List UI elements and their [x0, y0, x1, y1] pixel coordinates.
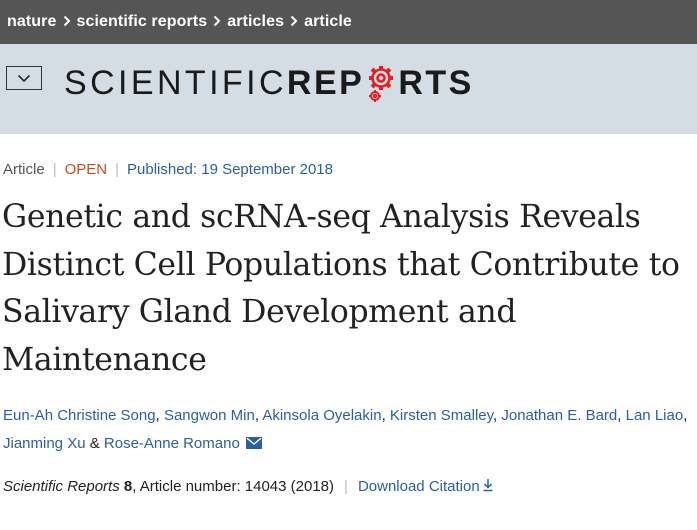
breadcrumb-item-nature[interactable]: nature [7, 13, 57, 30]
chevron-right-icon [213, 13, 221, 31]
logo-text-bold: REP [286, 63, 365, 102]
download-citation-label: Download Citation [357, 478, 480, 495]
author-separator: , [381, 407, 390, 424]
divider: | [52, 161, 57, 178]
citation-line: Scientific Reports 8, Article number: 14… [3, 478, 494, 496]
author-separator: , [254, 407, 263, 424]
author-link[interactable]: Kirsten Smalley [389, 407, 494, 424]
menu-toggle-button[interactable] [6, 66, 42, 90]
published-date: Published: 19 September 2018 [127, 161, 333, 178]
gear-icon [366, 66, 396, 102]
chevron-down-icon [17, 74, 31, 82]
open-access-badge: OPEN [64, 161, 108, 178]
chevron-right-icon [290, 13, 298, 31]
download-icon [482, 478, 494, 496]
author-separator: , [683, 407, 688, 424]
citation-journal: Scientific Reports [3, 478, 120, 495]
divider: | [344, 478, 348, 495]
mail-icon[interactable] [245, 431, 262, 459]
journal-logo[interactable]: SCIENTIFIC REP [64, 58, 474, 108]
author-link[interactable]: Rose-Anne Romano [103, 435, 240, 452]
logo-text-light: SCIENTIFIC [64, 63, 287, 102]
author-list: Eun-Ah Christine Song, Sangwon Min, Akin… [3, 402, 693, 459]
author-link[interactable]: Jianming Xu [3, 435, 86, 452]
article-meta: Article | OPEN | Published: 19 September 201… [3, 161, 333, 178]
breadcrumb-item-article: article [304, 13, 352, 30]
author-separator: & [85, 435, 104, 452]
author-separator: , [493, 407, 502, 424]
author-separator: , [617, 407, 626, 424]
breadcrumb-item-articles[interactable]: articles [227, 13, 285, 30]
citation-article-number: , Article number: 14043 (2018) [132, 478, 335, 495]
download-citation-link[interactable]: Download Citation [358, 478, 494, 495]
author-separator: , [155, 407, 164, 424]
chevron-right-icon [63, 13, 71, 31]
logo-text-bold-end: RTS [398, 63, 474, 102]
breadcrumb-bar: nature scientific reports articles artic… [0, 0, 697, 44]
citation-volume: 8 [123, 478, 133, 495]
journal-header: SCIENTIFIC REP [0, 44, 697, 134]
divider: | [115, 161, 120, 178]
author-link[interactable]: Sangwon Min [163, 407, 255, 424]
author-link[interactable]: Eun-Ah Christine Song [3, 407, 156, 424]
author-link[interactable]: Jonathan E. Bard [501, 407, 618, 424]
article-title: Genetic and scRNA-seq Analysis Reveals D… [2, 199, 680, 378]
breadcrumb-item-scientific-reports[interactable]: scientific reports [76, 13, 208, 30]
article-type: Article [3, 161, 45, 178]
author-link[interactable]: Lan Liao [625, 407, 684, 424]
author-link[interactable]: Akinsola Oyelakin [262, 407, 382, 424]
